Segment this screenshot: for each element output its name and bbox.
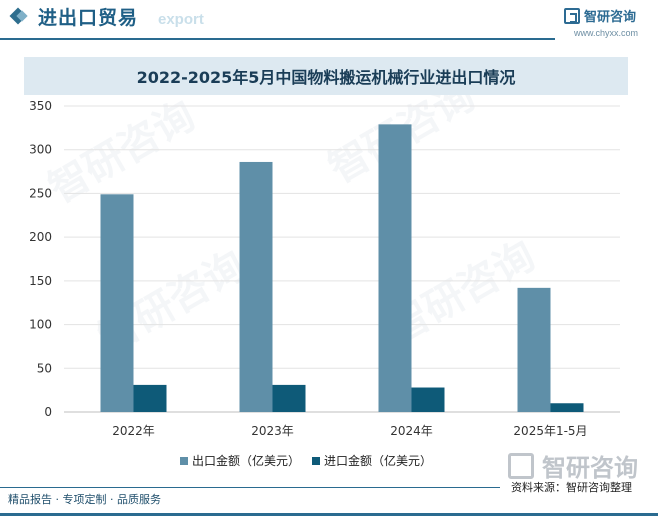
- section-subtitle: export: [158, 11, 204, 28]
- brand-name: 智研咨询: [583, 10, 636, 25]
- x-tick-label: 2022年: [112, 424, 155, 438]
- x-tick-label: 2025年1-5月: [513, 424, 587, 438]
- y-tick-label: 100: [29, 318, 52, 332]
- section-header: 进出口贸易 export 智研咨询 www.chyxx.com: [0, 0, 658, 40]
- corner-watermark-text: 智研咨询: [542, 454, 638, 482]
- chart-title: 2022-2025年5月中国物料搬运机械行业进出口情况: [136, 68, 516, 87]
- x-tick-label: 2023年: [251, 424, 294, 438]
- section-title: 进出口贸易: [38, 7, 139, 29]
- chart-title-band: 2022-2025年5月中国物料搬运机械行业进出口情况: [24, 57, 628, 95]
- y-tick-label: 200: [29, 230, 52, 244]
- bar-export: [517, 287, 551, 412]
- header-divider: [0, 38, 555, 40]
- source-note: 资料来源：智研咨询整理: [511, 481, 632, 494]
- legend-item-import: 进口金额（亿美元）: [312, 452, 432, 469]
- bar-import: [272, 384, 306, 412]
- legend-label-export: 出口金额（亿美元）: [192, 454, 301, 468]
- brand: 智研咨询: [563, 6, 636, 25]
- footer-divider: [0, 487, 500, 488]
- y-tick-label: 0: [44, 405, 52, 419]
- footer-bar: [0, 513, 658, 516]
- legend-swatch-export: [180, 456, 188, 465]
- bar-import: [550, 403, 584, 412]
- bar-export: [239, 161, 273, 412]
- legend-swatch-import: [312, 456, 321, 465]
- chart-legend: 出口金额（亿美元） 进口金额（亿美元）: [180, 452, 444, 469]
- bar-export: [100, 194, 134, 412]
- brand-logo-icon: [563, 7, 580, 24]
- y-tick-label: 350: [29, 99, 52, 113]
- y-tick-label: 250: [29, 186, 52, 200]
- corner-watermark: 智研咨询: [508, 448, 638, 483]
- x-tick-label: 2024年: [390, 424, 433, 438]
- bar-import: [411, 387, 445, 412]
- brand-url: www.chyxx.com: [573, 28, 638, 38]
- bar-export: [378, 124, 412, 413]
- bar-import: [133, 384, 167, 412]
- y-tick-label: 150: [29, 274, 52, 288]
- y-tick-label: 300: [29, 143, 52, 157]
- legend-item-export: 出口金额（亿美元）: [180, 452, 300, 469]
- watermark-logo-icon: [508, 452, 534, 479]
- footer-slogan: 精品报告 · 专项定制 · 品质服务: [8, 493, 161, 506]
- y-tick-label: 50: [37, 361, 52, 375]
- legend-label-import: 进口金额（亿美元）: [324, 454, 433, 468]
